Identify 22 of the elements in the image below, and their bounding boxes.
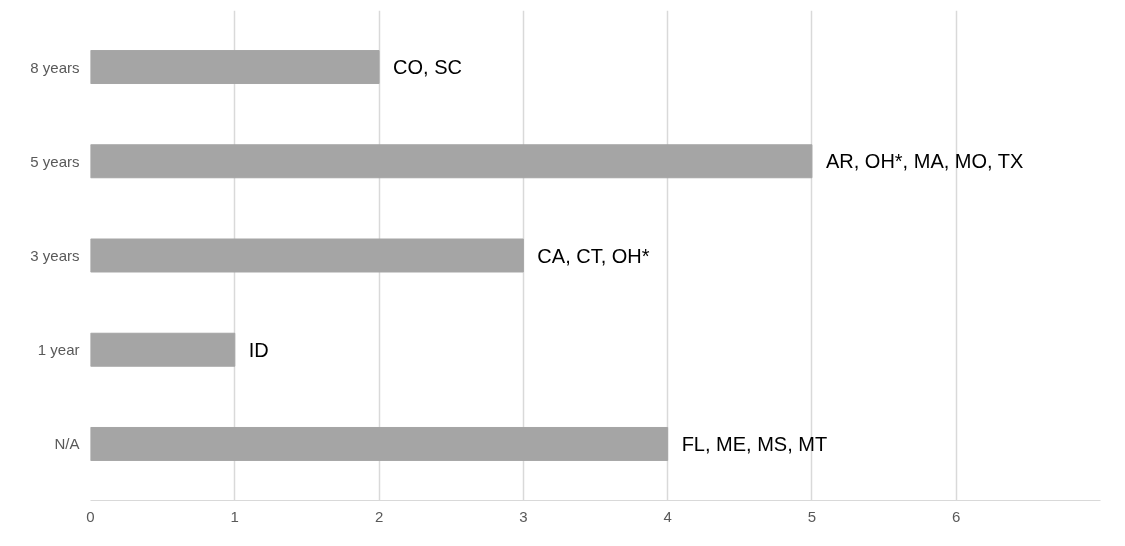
y-tick-label: 3 years bbox=[30, 247, 80, 264]
bar bbox=[90, 50, 380, 85]
bar bbox=[90, 426, 669, 461]
y-tick-label: 1 year bbox=[37, 341, 80, 359]
data-label: ID bbox=[248, 338, 269, 361]
x-tick-label: 6 bbox=[952, 507, 961, 525]
x-tick-label: 1 bbox=[230, 507, 239, 525]
data-label: CO, SC bbox=[393, 56, 462, 79]
bar bbox=[90, 144, 813, 179]
bar bbox=[90, 238, 524, 273]
x-tick-label: 0 bbox=[86, 507, 95, 525]
bar bbox=[90, 332, 236, 367]
y-tick-label: 5 years bbox=[30, 152, 80, 170]
data-label: FL, ME, MS, MT bbox=[681, 432, 828, 455]
data-label: CA, CT, OH* bbox=[537, 244, 650, 267]
y-tick-label: N/A bbox=[54, 435, 80, 453]
x-tick-label: 2 bbox=[374, 507, 384, 525]
x-tick-label: 4 bbox=[663, 507, 672, 525]
data-label: AR, OH*, MA, MO, TX bbox=[825, 150, 1024, 173]
y-tick-label: 8 years bbox=[30, 58, 80, 76]
x-tick-label: 3 bbox=[519, 507, 528, 525]
x-tick-label: 5 bbox=[807, 507, 817, 525]
